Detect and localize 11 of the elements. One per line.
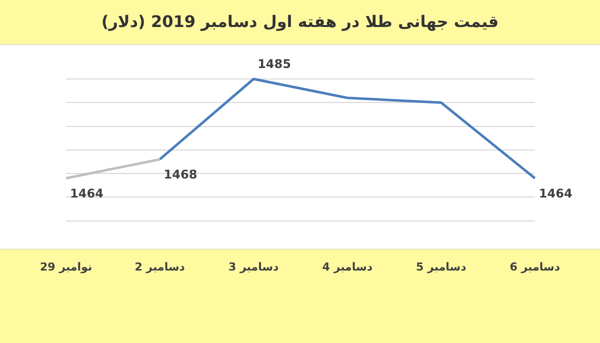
x-tick-label: 2 دسامبر — [134, 260, 186, 274]
data-label: 1485 — [258, 57, 291, 72]
x-tick-label: 5 دسامبر — [416, 260, 467, 274]
data-label: 1468 — [164, 167, 198, 182]
data-label: 1464 — [538, 186, 572, 200]
chart-title: قیمت جهانی طلا در هفته اول دسامبر 2019 (دلار) — [0, 0, 600, 45]
x-tick-label: 4 دسامبر — [322, 260, 373, 274]
data-label: 1464 — [70, 186, 104, 200]
x-tick-label: 3 دسامبر — [228, 260, 280, 274]
x-tick-label: 6 دسامبر — [510, 260, 560, 274]
x-tick-label: 29 نوامبر — [40, 260, 92, 274]
